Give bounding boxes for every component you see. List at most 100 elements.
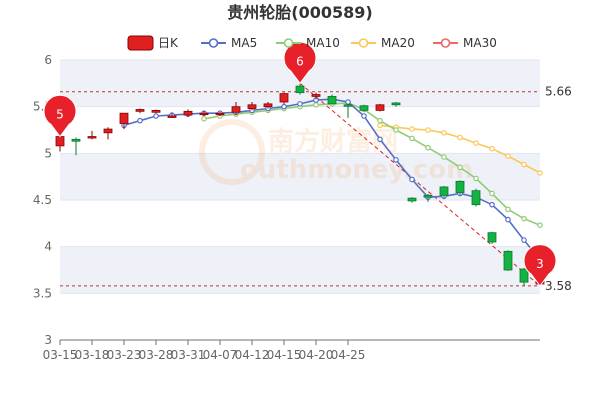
ma20-point	[537, 170, 543, 176]
x-tick-label: 04-20	[299, 348, 334, 362]
legend-item: 日K	[127, 35, 179, 51]
candle	[247, 102, 257, 111]
candle-body	[423, 194, 433, 198]
ma5-point	[489, 201, 495, 208]
y-tick-label: 3	[44, 333, 52, 347]
ma5-point	[297, 101, 303, 107]
candle	[375, 103, 385, 112]
candle	[215, 112, 225, 116]
candle	[71, 137, 81, 156]
candle-body	[487, 232, 497, 243]
ma5-point	[393, 157, 399, 163]
candle	[119, 112, 129, 130]
ma5-point	[281, 103, 287, 110]
legend-label: MA20	[381, 36, 415, 50]
candle	[87, 130, 97, 140]
grid-band	[60, 200, 540, 247]
watermark-subtext: outhmoney.com	[240, 155, 473, 185]
ma5-point	[361, 113, 367, 119]
ma10-point	[409, 135, 415, 142]
candle	[167, 113, 177, 118]
candle	[151, 109, 161, 114]
candle	[343, 103, 353, 118]
candle-body	[247, 104, 257, 109]
candle	[471, 188, 481, 207]
legend-label: 日K	[158, 36, 179, 50]
candle	[455, 180, 465, 196]
watermark-logo	[199, 119, 265, 185]
candle	[503, 250, 513, 271]
candle	[199, 111, 209, 116]
candle-body	[519, 268, 529, 283]
ma10-point	[393, 127, 399, 133]
candle-body	[295, 85, 305, 94]
x-tick-label: 03-18	[75, 348, 110, 362]
candle-body	[167, 115, 177, 118]
marker-pin-label: 5	[56, 108, 64, 122]
ma10-point	[505, 206, 511, 213]
legend-item: MA30	[433, 36, 497, 50]
ma20-point	[521, 161, 527, 168]
candle-body	[471, 190, 481, 206]
candle-body	[311, 94, 321, 97]
candle	[359, 104, 369, 112]
candle-body	[407, 197, 417, 202]
ma10	[201, 100, 543, 229]
x-tick-label: 04-15	[267, 348, 302, 362]
ma5-point	[505, 216, 511, 223]
candle-body	[199, 112, 209, 116]
ma10-point	[201, 116, 207, 122]
x-tick-label: 04-25	[331, 348, 366, 362]
candle	[279, 92, 289, 104]
ma20-point	[441, 130, 447, 136]
ma10-point	[537, 222, 543, 229]
marker-pin-shape	[43, 94, 77, 138]
x-tick-label: 04-12	[235, 348, 270, 362]
chart-title: 贵州轮胎(000589)	[227, 3, 372, 22]
candle-body	[183, 110, 193, 116]
ma20-point	[377, 122, 383, 129]
candle	[183, 109, 193, 117]
legend-marker	[208, 38, 219, 48]
legend-item: MA5	[201, 36, 257, 50]
ma20-point	[505, 153, 511, 159]
candle	[327, 94, 337, 105]
trend-line	[299, 82, 541, 287]
watermark-text: 南方财富网	[268, 126, 398, 157]
ma10-point	[521, 215, 527, 222]
candle-body	[279, 93, 289, 103]
candle-body	[215, 112, 225, 116]
candle-body	[455, 180, 465, 193]
candle-body	[151, 110, 161, 113]
x-tick-label: 03-23	[107, 348, 142, 362]
candle	[439, 186, 449, 199]
ma10-point	[489, 190, 495, 197]
ma10-point	[425, 144, 431, 151]
legend-marker	[358, 38, 369, 48]
candle	[103, 127, 113, 140]
ma10-point	[313, 102, 319, 108]
legend-label: MA10	[306, 36, 340, 50]
x-tick-label: 03-31	[171, 348, 206, 362]
y-tick-label: 3.5	[33, 286, 52, 300]
ma5-point	[345, 99, 351, 105]
legend-marker	[283, 38, 294, 48]
reference-label: 5.66	[545, 85, 572, 99]
marker-pin-shape	[523, 244, 557, 287]
y-tick-label: 4.5	[33, 193, 52, 207]
candle-body	[119, 112, 129, 124]
grid-band	[60, 293, 540, 340]
candle	[519, 268, 529, 286]
ma20-point	[473, 140, 479, 146]
candle-body	[55, 136, 65, 147]
marker-pin-label: 3	[536, 257, 544, 271]
candle-body	[231, 106, 241, 113]
candle-body	[327, 96, 337, 105]
candle-body	[343, 104, 353, 107]
candle-body	[391, 102, 401, 106]
y-tick-label: 5	[44, 146, 52, 160]
ma5-point	[409, 176, 415, 183]
y-tick-label: 6	[44, 53, 52, 67]
candle-body	[135, 109, 145, 112]
